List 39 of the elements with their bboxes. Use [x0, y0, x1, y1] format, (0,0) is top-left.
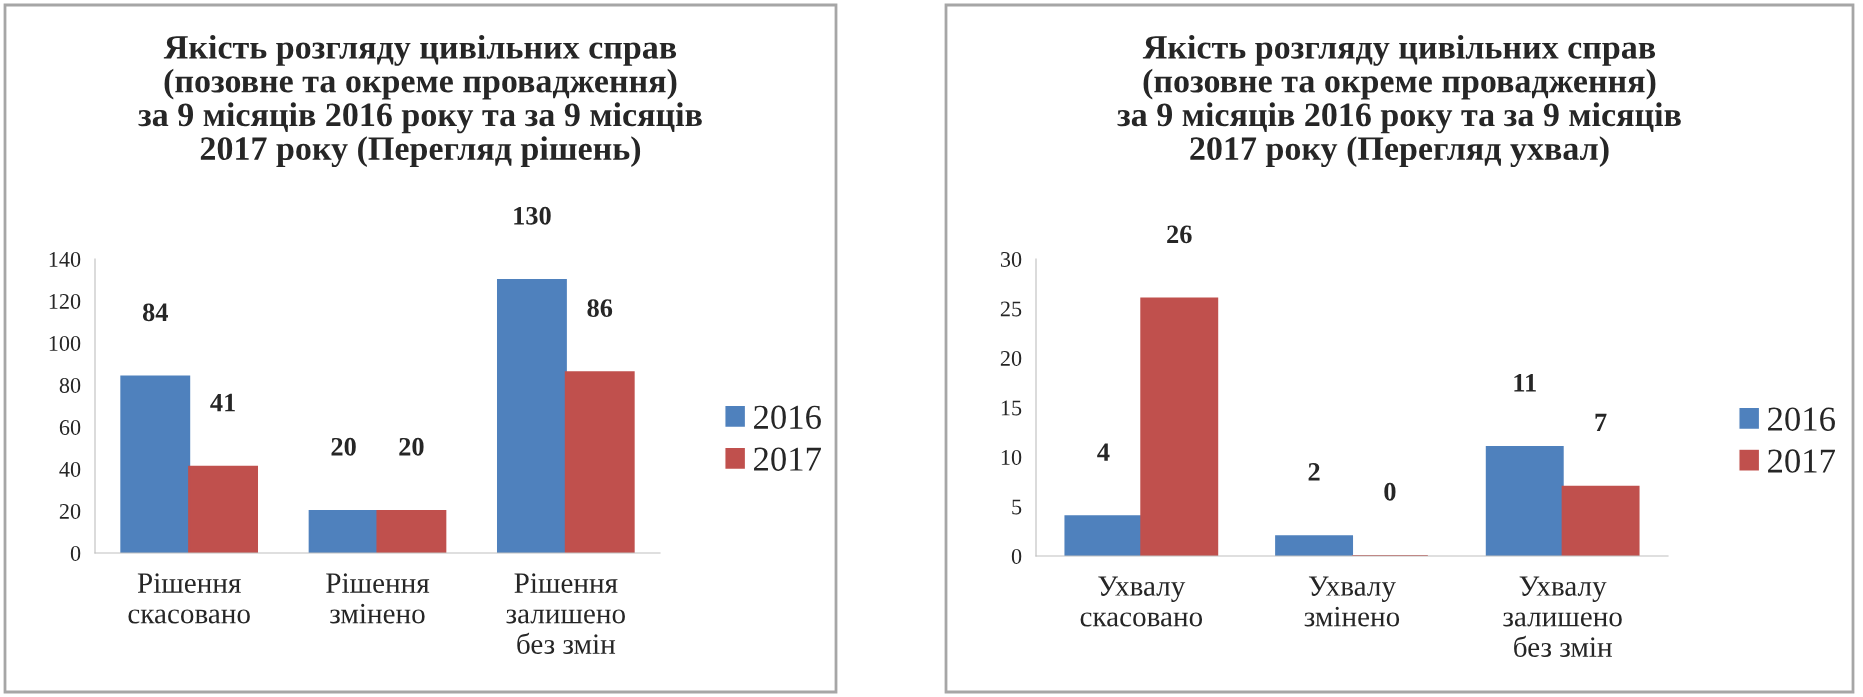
legend-label: 2017: [754, 447, 821, 471]
y-tick-label: 5: [1012, 499, 1022, 515]
y-tick-label: 0: [70, 545, 81, 561]
data-label: 2: [1308, 463, 1320, 481]
y-tick-label: 20: [1000, 350, 1022, 366]
data-label: 4: [1097, 443, 1110, 461]
data-label: 84: [142, 303, 168, 322]
data-label: 20: [331, 437, 356, 456]
y-tick-label: 0: [1011, 548, 1022, 564]
x-tick-label: Ухвалу скасовано: [1080, 576, 1203, 627]
chart-title: Якість розгляду цивільних справ (позовне та окреме провадження) за 9 місяців 2016 року та за 9 місяців 2017 року (Перегляд рішень): [138, 34, 702, 168]
data-label: 0: [1384, 482, 1396, 501]
y-tick-label: 120: [49, 293, 81, 309]
data-label: 86: [587, 299, 613, 318]
y-tick-label: 100: [49, 335, 81, 351]
data-label: 26: [1167, 225, 1192, 244]
data-label: 11: [1514, 374, 1536, 392]
x-tick-label: Ухвалу залишено без змін: [1503, 576, 1622, 657]
data-label: 130: [514, 206, 551, 225]
x-tick-label: Ухвалу змінено: [1304, 576, 1400, 627]
x-tick-label: Рішення змінено: [326, 573, 430, 624]
y-tick-label: 40: [59, 461, 81, 477]
y-tick-label: 20: [59, 503, 81, 519]
y-tick-label: 15: [1001, 400, 1022, 416]
y-tick-label: 60: [59, 419, 81, 435]
legend-label: 2017: [1768, 449, 1835, 473]
legend-label: 2016: [1768, 407, 1835, 431]
y-tick-label: 80: [59, 377, 81, 393]
x-tick-label: Рішення залишено без змін: [506, 573, 625, 654]
y-tick-label: 25: [1000, 301, 1022, 317]
y-tick-label: 10: [1001, 449, 1022, 465]
data-label: 7: [1595, 413, 1607, 432]
legend-label: 2016: [754, 405, 821, 430]
chart-title: Якість розгляду цивільних справ (позовне та окреме провадження) за 9 місяців 2016 року та за 9 місяців 2017 року (Перегляд ухвал): [1117, 34, 1681, 168]
data-label: 20: [399, 437, 424, 456]
y-tick-label: 30: [1000, 251, 1022, 267]
data-label: 41: [210, 393, 235, 412]
y-tick-label: 140: [49, 251, 81, 267]
x-tick-label: Рішення скасовано: [128, 573, 250, 624]
